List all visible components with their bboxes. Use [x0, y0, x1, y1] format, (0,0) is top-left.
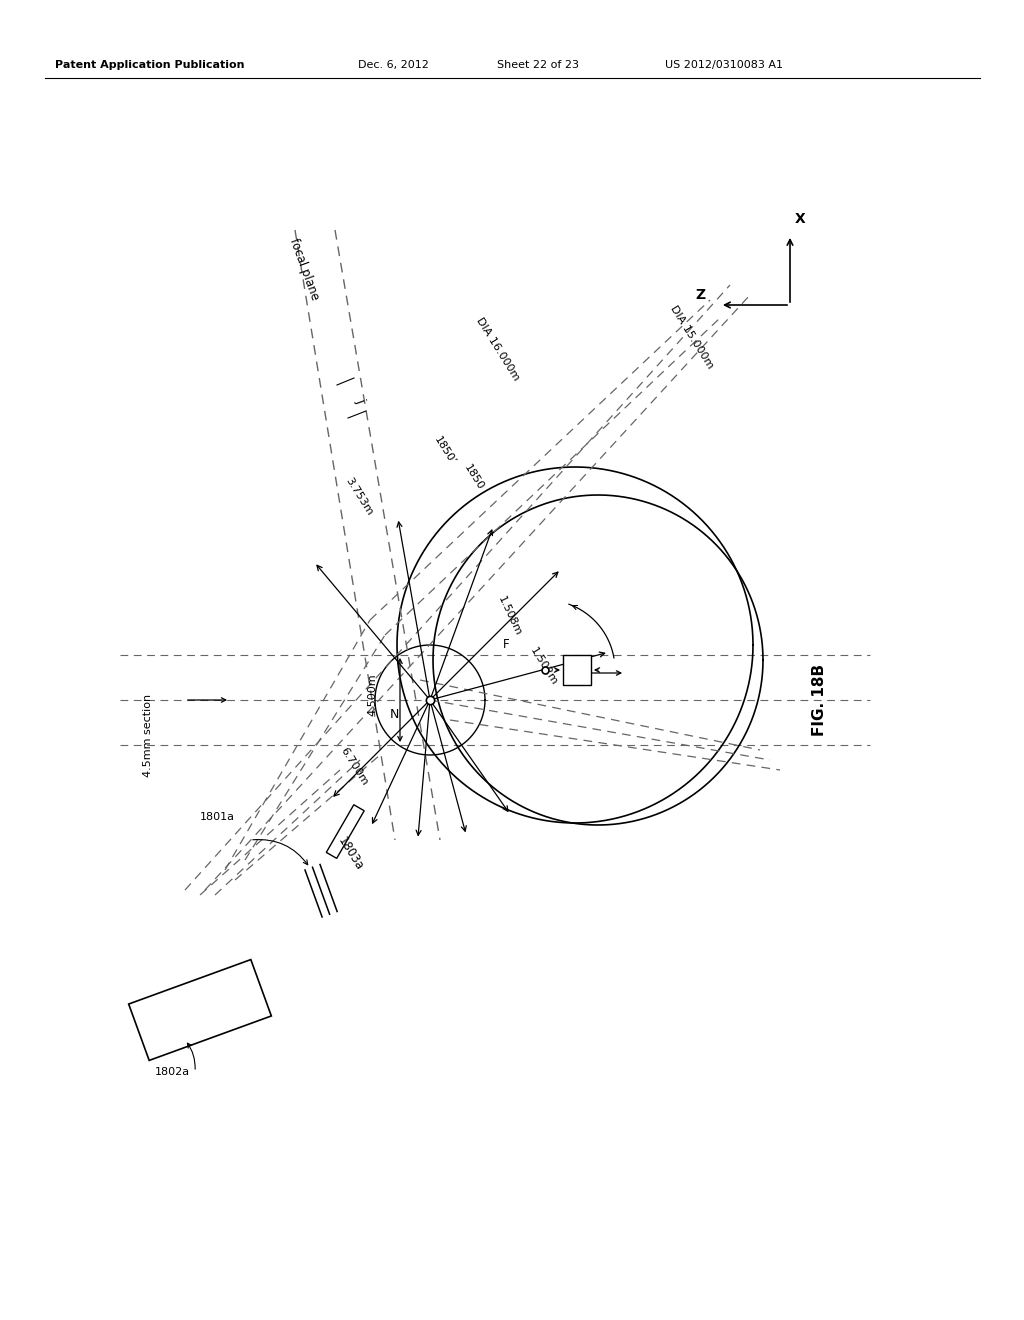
- Text: 4.5mm section: 4.5mm section: [143, 693, 153, 776]
- Text: X: X: [795, 213, 806, 226]
- Text: 1850’: 1850’: [432, 434, 458, 467]
- Text: 4.500m: 4.500m: [367, 673, 377, 717]
- Text: 6.700m: 6.700m: [338, 746, 370, 787]
- Text: F: F: [503, 638, 510, 651]
- Text: j: j: [353, 396, 367, 404]
- Text: focal plane: focal plane: [287, 236, 322, 302]
- Text: Sheet 22 of 23: Sheet 22 of 23: [497, 59, 579, 70]
- Text: 3.753m: 3.753m: [343, 475, 375, 517]
- Bar: [129, 960, 271, 1060]
- Text: 1.502m: 1.502m: [528, 645, 559, 688]
- Text: FIG. 18B: FIG. 18B: [812, 664, 827, 737]
- Text: 1.508m: 1.508m: [497, 594, 523, 638]
- Text: US 2012/0310083 A1: US 2012/0310083 A1: [665, 59, 783, 70]
- Text: Dec. 6, 2012: Dec. 6, 2012: [358, 59, 429, 70]
- Bar: [563, 655, 591, 685]
- Text: 1850: 1850: [462, 463, 485, 492]
- Text: Patent Application Publication: Patent Application Publication: [55, 59, 245, 70]
- Text: Z: Z: [695, 288, 706, 302]
- Text: DIA 16.000m: DIA 16.000m: [474, 315, 521, 381]
- Text: DIA 15.000m: DIA 15.000m: [668, 304, 715, 370]
- Bar: [327, 805, 365, 858]
- Text: N: N: [390, 708, 399, 721]
- Text: 1802a: 1802a: [155, 1067, 190, 1077]
- Text: 1803a: 1803a: [335, 834, 366, 873]
- Text: 1801a: 1801a: [200, 812, 234, 822]
